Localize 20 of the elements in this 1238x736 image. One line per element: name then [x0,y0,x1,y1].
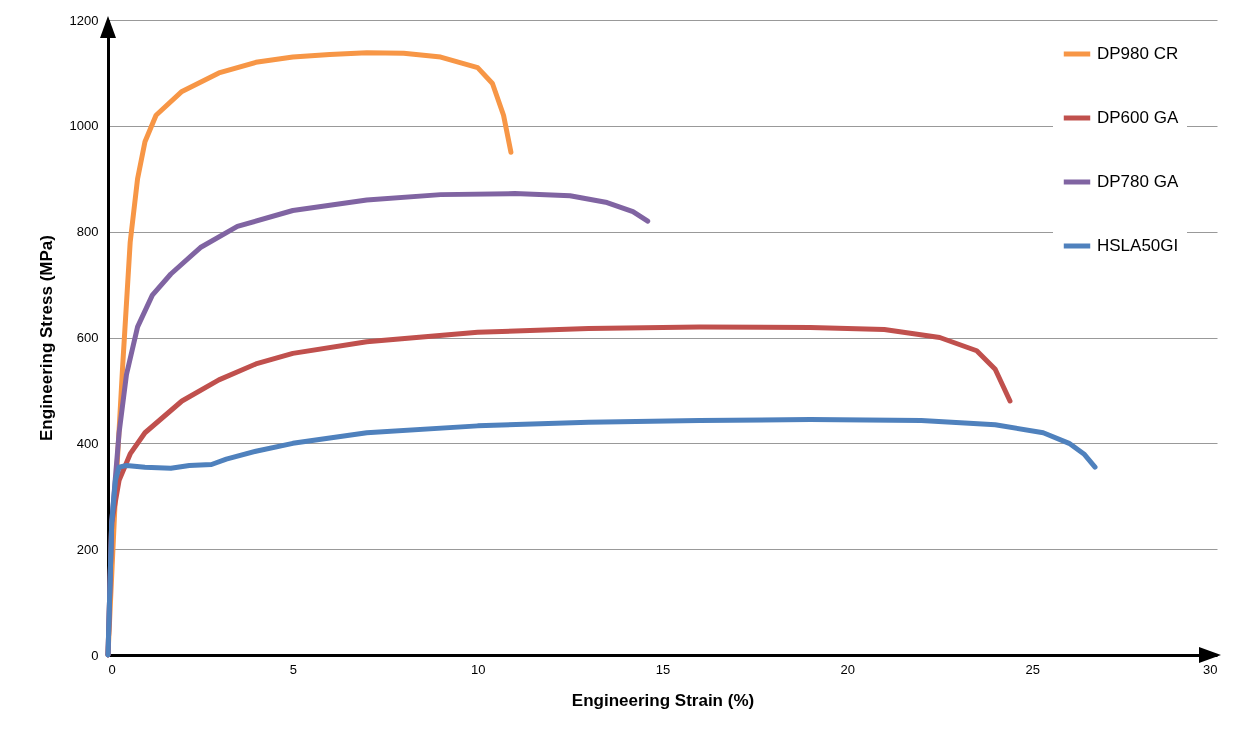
y-tick-label: 600 [76,330,99,345]
legend-label: DP980 CR [1097,44,1179,63]
x-tick-label: 30 [1203,661,1218,677]
x-tick-label: 10 [470,661,486,677]
y-axis-title: Engineering Stress (MPa) [36,235,56,441]
legend-label: DP600 GA [1097,108,1179,127]
x-tick-label: 0 [108,661,116,677]
y-tick-label: 400 [76,435,99,451]
x-tick-label: 15 [655,661,671,677]
legend-label: HSLA50GI [1097,236,1179,255]
legend-label: DP780 GA [1097,172,1179,191]
y-tick-label: 1000 [69,118,99,134]
y-tick-label: 200 [76,541,99,557]
x-tick-label: 5 [289,661,297,677]
x-tick-label: 25 [1025,661,1040,677]
y-tick-label: 0 [91,647,99,663]
x-tick-label: 20 [840,661,856,677]
x-axis-title: Engineering Strain (%) [571,690,755,710]
y-tick-label: 800 [76,224,99,240]
y-tick-label: 1200 [69,12,99,28]
